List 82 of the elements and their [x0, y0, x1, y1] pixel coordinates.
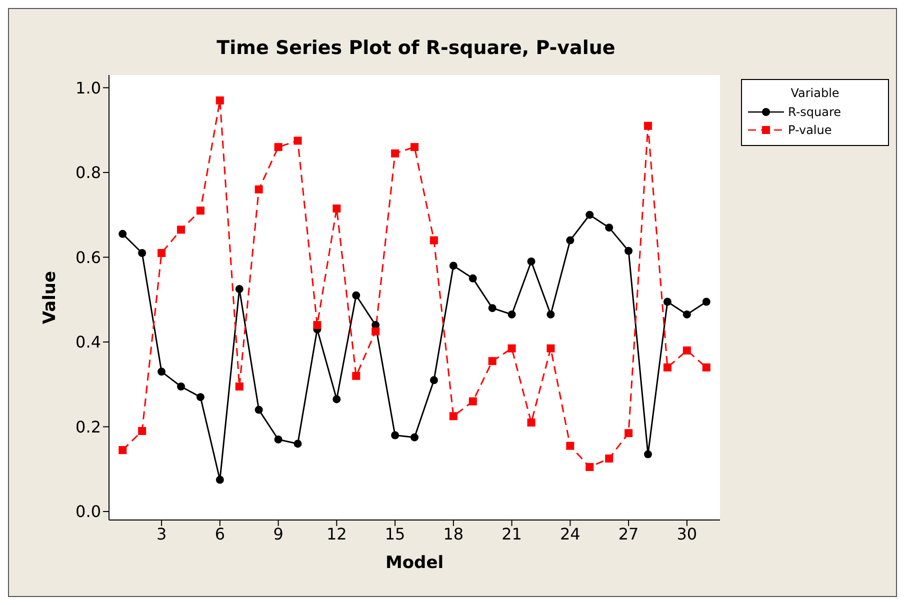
point: [313, 321, 322, 330]
point: [663, 363, 672, 372]
point: [605, 224, 614, 232]
point: [682, 310, 691, 318]
point: [702, 363, 710, 372]
point: [566, 236, 574, 244]
point: [644, 122, 652, 130]
point: [138, 249, 146, 257]
point: [118, 230, 127, 238]
point: [566, 442, 574, 450]
point: [468, 397, 477, 406]
x-tick-label: 9: [273, 524, 284, 544]
point: [644, 450, 652, 458]
point: [410, 143, 418, 152]
point: [527, 418, 536, 427]
point: [430, 376, 438, 384]
point: [586, 210, 594, 219]
legend-label: R-square: [788, 105, 842, 119]
x-tick-label: 12: [326, 524, 347, 544]
y-tick-label: 0.2: [76, 417, 101, 436]
point: [624, 246, 633, 255]
point: [391, 431, 400, 440]
x-tick-label: 21: [502, 524, 522, 544]
point: [274, 143, 282, 152]
point: [332, 395, 341, 404]
point: [546, 310, 555, 318]
point: [410, 433, 418, 442]
x-tick-label: 24: [560, 524, 580, 544]
y-tick-label: 0.0: [76, 502, 101, 522]
point: [605, 454, 614, 463]
point: [546, 344, 555, 352]
point: [624, 429, 633, 438]
point: [508, 310, 516, 318]
y-tick-label: 1.0: [76, 78, 101, 98]
point: [216, 476, 224, 484]
y-tick-label: 0.4: [76, 332, 101, 352]
point: [216, 96, 224, 104]
point: [235, 382, 244, 390]
point: [294, 136, 302, 145]
point: [488, 304, 496, 312]
point: [138, 427, 146, 435]
point: [488, 357, 496, 366]
point: [391, 149, 400, 158]
point: [254, 406, 263, 414]
point: [449, 412, 458, 420]
legend-label: P-value: [788, 123, 832, 137]
x-axis-title: Model: [385, 553, 444, 573]
x-tick-label: 27: [618, 524, 639, 544]
point: [352, 372, 360, 380]
point: [176, 382, 185, 390]
point: [586, 463, 594, 472]
point: [158, 368, 166, 376]
point: [196, 393, 204, 402]
point: [430, 236, 438, 244]
point: [332, 204, 341, 212]
point: [294, 440, 302, 448]
point: [118, 446, 127, 454]
chart-title: Time Series Plot of R-square, P-value: [216, 37, 616, 59]
x-tick-label: 30: [676, 524, 698, 544]
point: [508, 344, 516, 352]
legend-title: Variable: [790, 86, 840, 100]
x-tick-label: 3: [156, 524, 167, 544]
point: [702, 298, 710, 306]
point: [196, 206, 204, 215]
point: [274, 435, 282, 444]
y-axis-title: Value: [40, 270, 60, 324]
point: [254, 185, 263, 194]
point: [663, 298, 672, 306]
point: [176, 226, 185, 234]
point: [682, 346, 691, 354]
point: [352, 291, 360, 300]
point: [449, 262, 458, 270]
point: [372, 327, 380, 336]
point: [468, 274, 477, 282]
point: [158, 249, 166, 257]
y-tick-label: 0.6: [76, 248, 101, 267]
point: [527, 257, 536, 266]
y-tick-label: 0.8: [76, 163, 101, 182]
x-tick-label: 15: [384, 524, 406, 544]
x-tick-label: 6: [214, 524, 226, 544]
point: [235, 285, 244, 294]
x-tick-label: 18: [443, 524, 464, 544]
